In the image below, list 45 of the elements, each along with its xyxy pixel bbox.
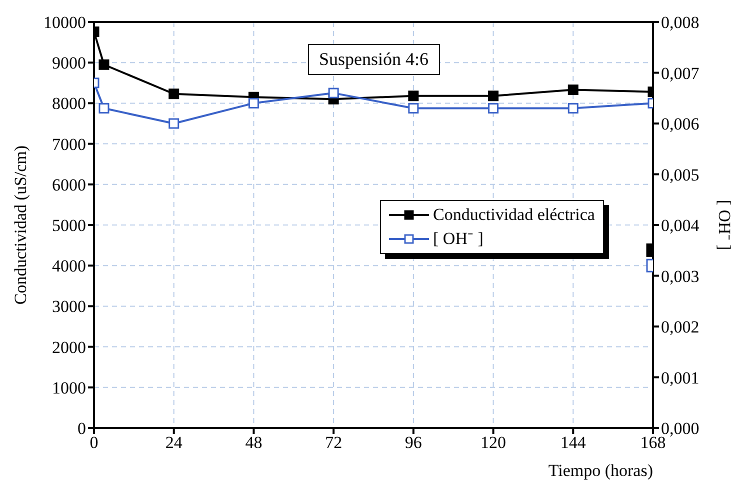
x-tick-label: 120	[480, 433, 506, 452]
y-tick-label: 6000	[52, 175, 86, 194]
legend-label: [ OH⁻ ]	[433, 228, 484, 250]
y2-axis-title: [ OH⁻ ]	[714, 200, 734, 250]
y2-tick-label: 0,003	[661, 266, 700, 286]
point	[488, 103, 499, 114]
point	[98, 59, 110, 70]
x-tick-label: 72	[325, 433, 342, 452]
y-tick-label: 0	[78, 419, 86, 438]
point	[568, 103, 578, 114]
y2-tick-label: 0,007	[661, 64, 700, 83]
point	[328, 88, 339, 98]
point	[488, 90, 499, 102]
y-tick-label: 2000	[52, 338, 86, 357]
x-tick-label: 96	[404, 433, 422, 452]
y2-tick-label: 0,001	[661, 368, 700, 388]
y-tick-label: 5000	[52, 216, 86, 236]
point	[168, 118, 180, 129]
y-tick-label: 8000	[52, 94, 86, 114]
legend-label: Conductividad eléctrica	[433, 204, 595, 226]
y2-tick-label: 0,004	[661, 216, 700, 236]
annotation: Suspensión 4:6	[308, 44, 440, 75]
y-tick-label: 1000	[52, 378, 86, 398]
point	[168, 88, 180, 100]
y-tick-label: 10000	[44, 13, 86, 32]
y2-tick-label: 0,002	[661, 318, 700, 337]
point	[98, 103, 110, 114]
x-axis-title: Tiempo (horas)	[548, 461, 653, 480]
point	[248, 98, 259, 108]
x-tick-label: 24	[165, 433, 183, 452]
x-tick-label: 144	[560, 433, 586, 452]
point	[408, 90, 419, 102]
y2-tick-label: 0,008	[661, 13, 700, 32]
y-axis-title: Conductividad (uS/cm)	[11, 145, 30, 305]
y-tick-label: 4000	[52, 256, 86, 276]
point	[408, 103, 419, 114]
y2-tick-label: 0,006	[661, 114, 700, 134]
x-tick-label: 0	[90, 433, 98, 452]
point	[568, 84, 578, 96]
y2-tick-label: 0,005	[661, 165, 700, 184]
y-tick-label: 9000	[52, 54, 86, 73]
x-tick-label: 168	[640, 433, 666, 452]
x-tick-label: 48	[245, 433, 262, 452]
y-tick-label: 7000	[52, 134, 86, 154]
y-tick-label: 3000	[52, 297, 86, 316]
